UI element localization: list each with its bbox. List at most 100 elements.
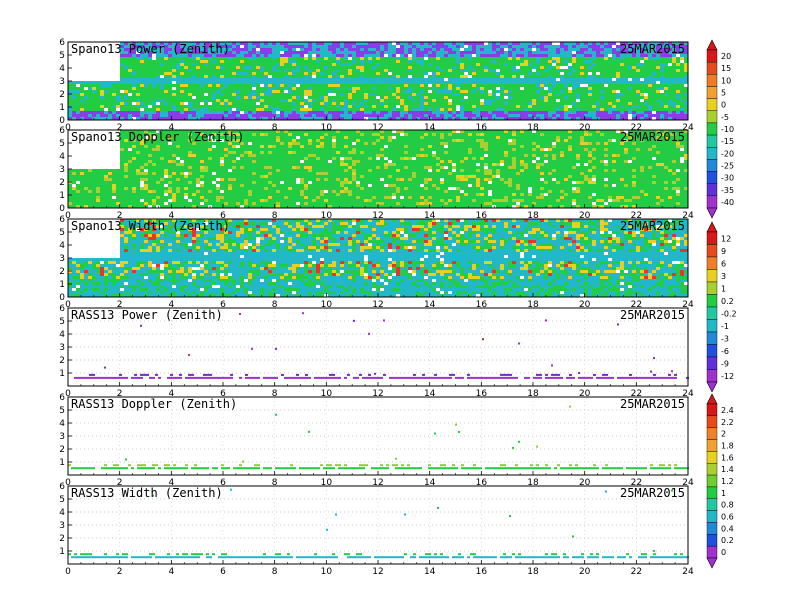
colorbar-label: 1.4 bbox=[721, 465, 734, 474]
colorbar-arrow-bottom bbox=[706, 557, 718, 569]
colorbar-segment bbox=[706, 510, 718, 523]
x-tick-label: 8 bbox=[272, 211, 278, 221]
data-cells bbox=[68, 488, 689, 559]
colorbar-segment bbox=[706, 522, 718, 535]
colorbar-label: 0 bbox=[721, 548, 726, 557]
panel-title: RASS13 Width (Zenith) bbox=[71, 486, 223, 500]
colorbar-segment bbox=[706, 534, 718, 547]
x-tick-label: 10 bbox=[321, 389, 333, 399]
x-tick-label: 4 bbox=[168, 123, 174, 133]
colorbar-segment bbox=[706, 403, 718, 417]
x-tick-label: 6 bbox=[220, 567, 226, 577]
colorbar-label: 0 bbox=[721, 101, 726, 110]
x-tick-label: 14 bbox=[424, 123, 436, 133]
data-cells bbox=[68, 130, 688, 208]
colorbar-arrow-top bbox=[706, 221, 718, 233]
x-tick-label: 2 bbox=[117, 211, 123, 221]
colorbar-segment bbox=[706, 369, 718, 383]
y-tick-label: 6 bbox=[59, 215, 65, 225]
colorbar-label: 2.2 bbox=[721, 418, 734, 427]
colorbar-label: 1.8 bbox=[721, 441, 734, 450]
y-tick-label: 4 bbox=[59, 419, 65, 429]
colorbar-segment bbox=[706, 451, 718, 464]
x-tick-label: 8 bbox=[272, 123, 278, 133]
x-tick-label: 16 bbox=[476, 211, 488, 221]
x-tick-label: 16 bbox=[476, 389, 488, 399]
x-tick-label: 24 bbox=[682, 211, 694, 221]
panel-title: RASS13 Power (Zenith) bbox=[71, 308, 223, 322]
colorbar-label: 0.2 bbox=[721, 297, 734, 306]
x-tick-label: 12 bbox=[372, 389, 383, 399]
x-tick-label: 2 bbox=[117, 567, 123, 577]
x-tick-label: 10 bbox=[321, 300, 333, 310]
x-tick-label: 20 bbox=[579, 123, 591, 133]
colorbar-segment bbox=[706, 498, 718, 511]
colorbar-label: -40 bbox=[721, 198, 734, 207]
x-tick-label: 0 bbox=[65, 300, 71, 310]
y-tick-label: 5 bbox=[59, 317, 65, 327]
panel-title: Spano13 Width (Zenith) bbox=[71, 219, 230, 233]
x-tick-label: 2 bbox=[117, 389, 123, 399]
x-tick-label: 4 bbox=[168, 389, 174, 399]
x-tick-label: 12 bbox=[372, 300, 383, 310]
x-tick-label: 10 bbox=[321, 478, 333, 488]
colorbar-segment bbox=[706, 195, 718, 209]
y-tick-label: 0 bbox=[59, 116, 65, 126]
x-tick-label: 4 bbox=[168, 478, 174, 488]
x-tick-label: 6 bbox=[220, 389, 226, 399]
panel-title: Spano13 Doppler (Zenith) bbox=[71, 130, 244, 144]
colorbar-1: 20 15 10 5 0 -5 -10 -15 -20 -25 -30 -35 -40 bbox=[706, 39, 734, 219]
y-tick-label: 1 bbox=[59, 103, 65, 113]
x-tick-label: 18 bbox=[527, 478, 539, 488]
x-tick-label: 14 bbox=[424, 567, 436, 577]
x-tick-label: 22 bbox=[631, 211, 642, 221]
y-tick-label: 1 bbox=[59, 369, 65, 379]
colorbar-arrow-bottom bbox=[706, 381, 718, 393]
x-tick-label: 24 bbox=[682, 567, 694, 577]
x-tick-label: 18 bbox=[527, 567, 539, 577]
x-tick-label: 10 bbox=[321, 123, 333, 133]
colorbar-label: -25 bbox=[721, 161, 734, 170]
y-tick-label: 1 bbox=[59, 191, 65, 201]
y-tick-label: 5 bbox=[59, 139, 65, 149]
colorbar-segment bbox=[706, 86, 718, 99]
x-tick-label: 14 bbox=[424, 300, 436, 310]
y-tick-label: 5 bbox=[59, 495, 65, 505]
y-tick-label: 1 bbox=[59, 280, 65, 290]
x-tick-label: 16 bbox=[476, 478, 488, 488]
x-tick-label: 20 bbox=[579, 211, 591, 221]
y-tick-label: 1 bbox=[59, 547, 65, 557]
x-tick-label: 18 bbox=[527, 123, 539, 133]
y-tick-label: 4 bbox=[59, 508, 65, 518]
x-tick-label: 2 bbox=[117, 123, 123, 133]
colorbar-segment bbox=[706, 545, 718, 559]
colorbar-label: 15 bbox=[721, 64, 731, 73]
x-tick-label: 20 bbox=[579, 567, 591, 577]
colorbar-segment bbox=[706, 183, 718, 197]
colorbar-label: 0.2 bbox=[721, 536, 734, 545]
y-tick-label: 6 bbox=[59, 482, 65, 492]
y-tick-label: 3 bbox=[59, 521, 65, 531]
x-tick-label: 0 bbox=[65, 478, 71, 488]
colorbar-label: 10 bbox=[721, 76, 731, 85]
colorbar-segment bbox=[706, 486, 718, 499]
x-tick-label: 18 bbox=[527, 389, 539, 399]
colorbar-segment bbox=[706, 256, 718, 270]
colorbar-segment bbox=[706, 159, 718, 172]
colorbar-arrow-top bbox=[706, 39, 718, 51]
colorbar-label: 1 bbox=[721, 489, 726, 498]
panel-title: RASS13 Doppler (Zenith) bbox=[71, 397, 237, 411]
colorbar-segment bbox=[706, 306, 718, 320]
x-tick-label: 0 bbox=[65, 389, 71, 399]
colorbar-segment bbox=[706, 98, 718, 111]
colorbar-label: 0.6 bbox=[721, 513, 734, 522]
x-tick-label: 24 bbox=[682, 300, 694, 310]
x-tick-label: 0 bbox=[65, 567, 71, 577]
colorbar-label: -12 bbox=[721, 372, 734, 381]
y-tick-label: 6 bbox=[59, 126, 65, 136]
